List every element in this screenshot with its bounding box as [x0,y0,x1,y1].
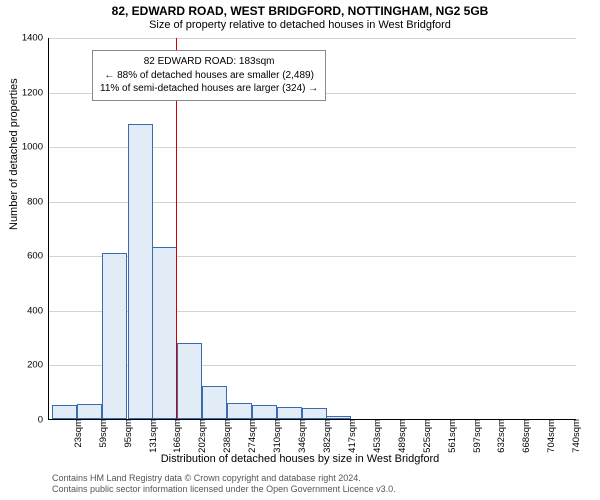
y-tick-label: 1200 [22,87,49,98]
histogram-bar [177,343,202,419]
x-tick-label: 166sqm [168,419,183,453]
histogram-plot: 020040060080010001200140023sqm59sqm95sqm… [48,38,576,420]
chart-title-block: 82, EDWARD ROAD, WEST BRIDGFORD, NOTTING… [0,0,600,31]
histogram-bar [102,253,127,419]
plot-area: 020040060080010001200140023sqm59sqm95sqm… [48,38,576,420]
annotation-box: 82 EDWARD ROAD: 183sqm← 88% of detached … [92,50,326,101]
histogram-bar [227,403,252,419]
histogram-bar [277,407,302,419]
x-tick-label: 131sqm [144,419,159,453]
x-tick-label: 525sqm [418,419,433,453]
x-tick-label: 668sqm [517,419,532,453]
histogram-bar [202,386,227,419]
histogram-bar [128,124,153,419]
chart-subtitle: Size of property relative to detached ho… [0,19,600,31]
annotation-line: 11% of semi-detached houses are larger (… [100,82,318,96]
y-tick-label: 200 [27,360,49,371]
x-tick-label: 95sqm [119,419,134,448]
x-tick-label: 202sqm [193,419,208,453]
x-tick-label: 310sqm [268,419,283,453]
x-tick-label: 417sqm [343,419,358,453]
x-tick-label: 238sqm [218,419,233,453]
x-tick-label: 59sqm [94,419,109,448]
y-tick-label: 400 [27,305,49,316]
y-tick-label: 800 [27,196,49,207]
x-tick-label: 489sqm [393,419,408,453]
y-tick-label: 1000 [22,142,49,153]
x-tick-label: 597sqm [468,419,483,453]
histogram-bar [152,247,177,419]
chart-title: 82, EDWARD ROAD, WEST BRIDGFORD, NOTTING… [0,4,600,18]
y-axis-label: Number of detached properties [8,78,20,230]
x-tick-label: 561sqm [443,419,458,453]
x-tick-label: 382sqm [318,419,333,453]
x-tick-label: 740sqm [567,419,582,453]
y-tick-label: 0 [38,415,49,426]
x-tick-label: 23sqm [69,419,84,448]
histogram-bar [77,404,102,419]
attribution-line: Contains HM Land Registry data © Crown c… [52,473,396,484]
y-tick-label: 600 [27,251,49,262]
y-tick-label: 1400 [22,33,49,44]
x-axis-label: Distribution of detached houses by size … [0,453,600,465]
attribution-block: Contains HM Land Registry data © Crown c… [52,473,396,496]
annotation-line: ← 88% of detached houses are smaller (2,… [100,69,318,83]
annotation-line: 82 EDWARD ROAD: 183sqm [100,55,318,69]
x-tick-label: 274sqm [243,419,258,453]
attribution-line: Contains public sector information licen… [52,484,396,495]
x-tick-label: 453sqm [368,419,383,453]
x-tick-label: 632sqm [492,419,507,453]
histogram-bar [52,405,77,419]
gridline [49,38,576,39]
histogram-bar [252,405,277,419]
x-tick-label: 704sqm [542,419,557,453]
histogram-bar [302,408,327,419]
x-tick-label: 346sqm [293,419,308,453]
